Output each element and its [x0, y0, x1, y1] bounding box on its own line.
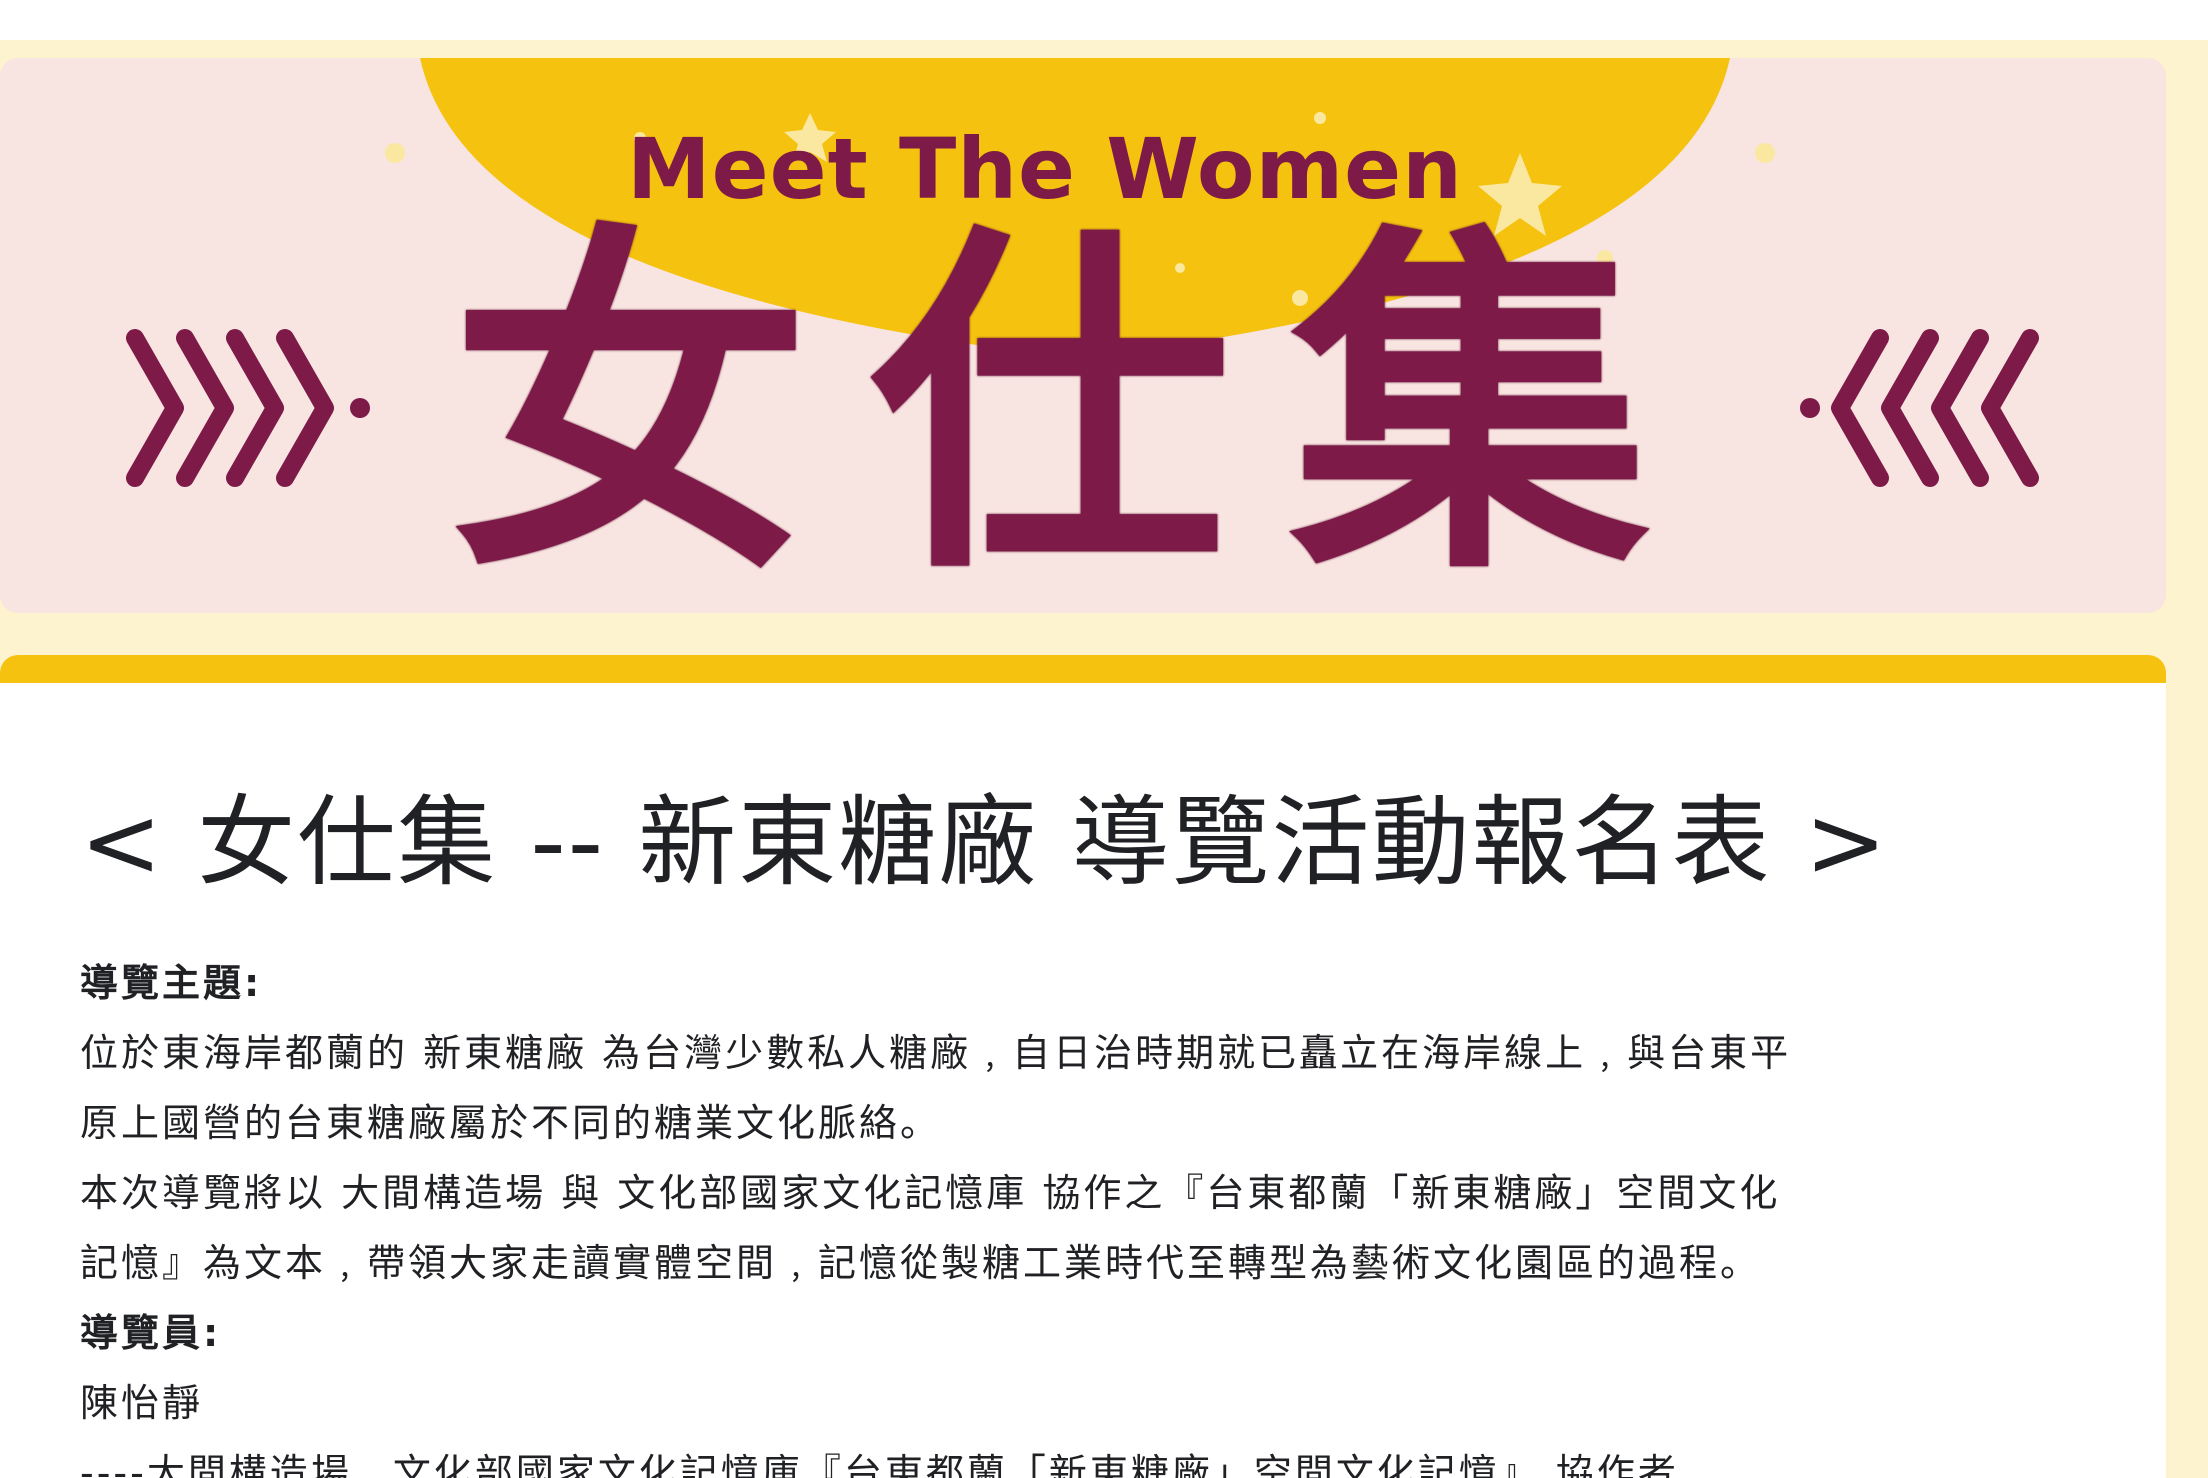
header-banner: Meet The Women 女仕集: [0, 58, 2166, 613]
top-strip: [0, 0, 2208, 40]
topic-text-line: 本次導覽將以 大間構造場 與 文化部國家文化記憶庫 協作之『台東都蘭「新東糖廠」…: [80, 1171, 1781, 1215]
banner-subtitle: Meet The Women: [627, 120, 1463, 218]
left-chevrons-decoration: [126, 329, 334, 487]
form-description: 導覽主題: 位於東海岸都蘭的 新東糖廠 為台灣少數私人糖廠﹐自日治時期就已矗立在…: [80, 948, 2090, 1478]
topic-label: 導覽主題:: [80, 961, 263, 1005]
guide-credit: ----大間構造場﹐文化部國家文化記憶庫『台東都蘭「新東糖廠」空間文化記憶』 協…: [80, 1451, 1679, 1478]
guide-label: 導覽員:: [80, 1311, 222, 1355]
topic-text-line: 原上國營的台東糖廠屬於不同的糖業文化脈絡。: [80, 1101, 942, 1145]
right-chevrons-decoration: [1831, 329, 2039, 487]
form-title: < 女仕集 -- 新東糖廠 導覽活動報名表 >: [80, 786, 1889, 900]
topic-text-line: 記憶』為文本﹐帶領大家走讀實體空間﹐記憶從製糖工業時代至轉型為藝術文化園區的過程…: [80, 1241, 1762, 1285]
topic-text-line: 位於東海岸都蘭的 新東糖廠 為台灣少數私人糖廠﹐自日治時期就已矗立在海岸線上﹐與…: [80, 1031, 1792, 1075]
stars-decoration: [385, 112, 1775, 306]
banner-artwork: [126, 58, 2039, 487]
moon-shape: [420, 58, 1730, 358]
guide-name: 陳怡靜: [80, 1381, 204, 1425]
banner-title: 女仕集: [450, 198, 1710, 613]
form-header-card: < 女仕集 -- 新東糖廠 導覽活動報名表 > 導覽主題: 位於東海岸都蘭的 新…: [0, 655, 2166, 1478]
